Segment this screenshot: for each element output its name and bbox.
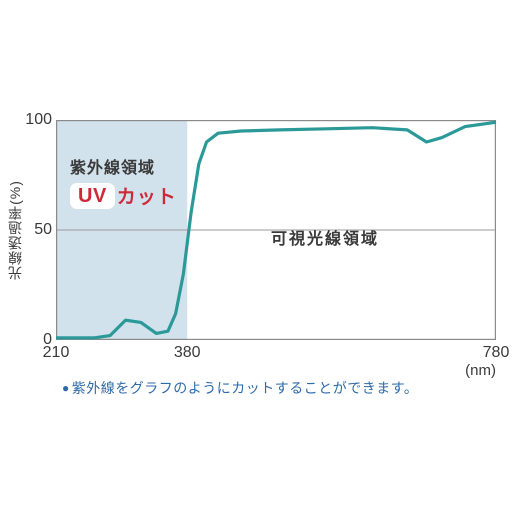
chart-caption: ●紫外線をグラフのようにカットすることができます。 xyxy=(62,378,418,398)
x-tick-780: 780 xyxy=(483,340,510,362)
y-tick-50: 50 xyxy=(34,221,56,239)
uv-region-label: 紫外線領域 xyxy=(70,154,155,178)
uv-badge: UV xyxy=(70,183,115,209)
bullet-icon: ● xyxy=(62,381,70,395)
plot-area: 紫外線領域 UV カット 可視光線領域 100 50 0 210 380 780… xyxy=(56,120,496,340)
x-tick-210: 210 xyxy=(43,340,70,362)
y-tick-100: 100 xyxy=(25,111,56,129)
visible-region-label: 可視光線領域 xyxy=(271,225,379,249)
uv-cut-text: カット xyxy=(117,182,177,209)
caption-text: 紫外線をグラフのようにカットすることができます。 xyxy=(72,380,419,396)
uv-cut-row: UV カット xyxy=(70,182,177,209)
y-axis-label: 光線透過率(%) xyxy=(5,180,25,280)
x-axis-unit: (nm) xyxy=(465,362,496,379)
x-tick-380: 380 xyxy=(174,340,201,362)
transmittance-chart: 光線透過率(%) 紫外線領域 UV カット 可視光線領域 100 50 0 21… xyxy=(30,120,496,340)
